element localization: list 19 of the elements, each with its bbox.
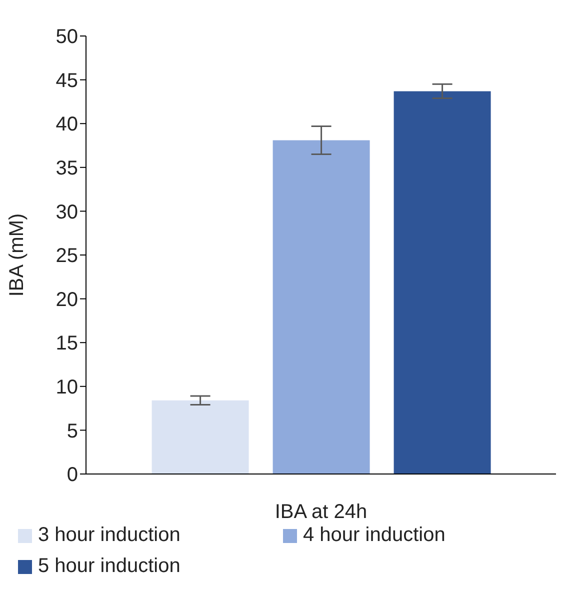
y-axis-title: IBA (mM) bbox=[6, 213, 28, 297]
y-tick-label: 20 bbox=[56, 288, 78, 311]
y-tick-label: 25 bbox=[56, 245, 78, 268]
x-axis-title: IBA at 24h bbox=[274, 501, 368, 523]
y-tick-label: 15 bbox=[56, 332, 78, 355]
y-tick-label: 30 bbox=[56, 201, 78, 224]
y-tick-label: 50 bbox=[56, 26, 78, 48]
legend-label: 5 hour induction bbox=[38, 555, 180, 578]
y-tick-label: 0 bbox=[66, 464, 78, 486]
y-tick-label: 35 bbox=[56, 158, 78, 180]
bar bbox=[152, 400, 249, 474]
y-tick-label: 45 bbox=[56, 70, 78, 92]
bar bbox=[394, 91, 491, 474]
y-tick-label: 10 bbox=[56, 376, 78, 398]
y-tick-label: 5 bbox=[66, 420, 78, 442]
bar bbox=[272, 140, 370, 474]
legend-label: 4 hour induction bbox=[303, 524, 446, 547]
y-tick-label: 40 bbox=[56, 114, 78, 136]
legend-label: 3 hour induction bbox=[38, 524, 180, 547]
